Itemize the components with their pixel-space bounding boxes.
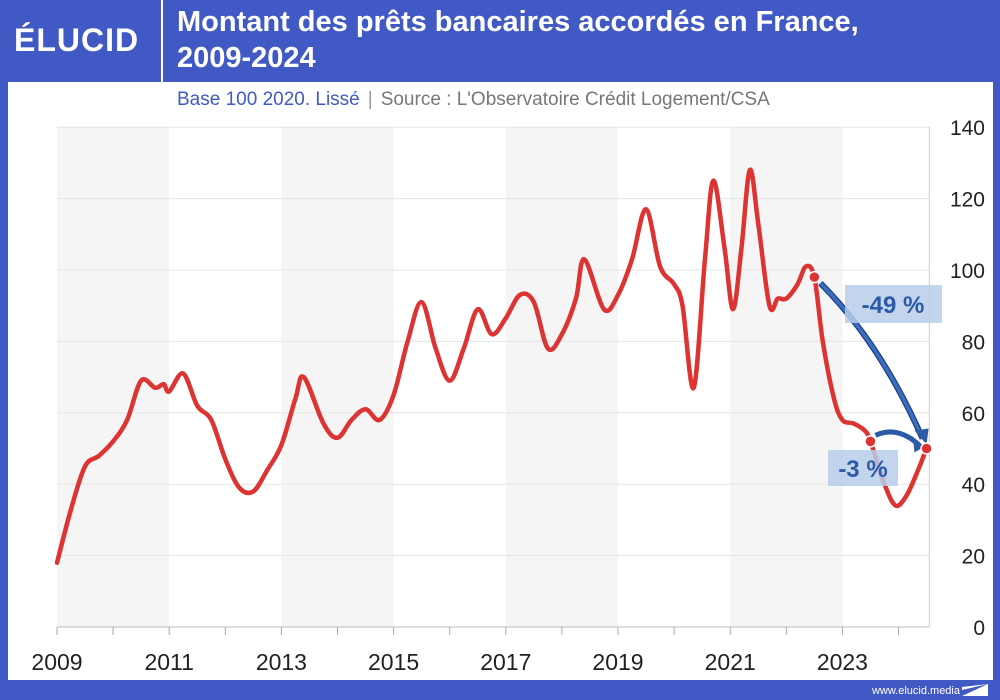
x-tick-label: 2019 bbox=[592, 649, 643, 675]
arrow-49 bbox=[819, 281, 925, 440]
elucid-logo: ÉLUCID bbox=[14, 22, 140, 58]
header-divider bbox=[161, 0, 163, 82]
subtitle-separator: | bbox=[367, 89, 373, 110]
x-tick-label: 2021 bbox=[705, 649, 756, 675]
footer-url[interactable]: www.elucid.media bbox=[871, 685, 960, 697]
x-tick-label: 2009 bbox=[31, 649, 82, 675]
title-line-1: Montant des prêts bancaires accordés en … bbox=[177, 6, 859, 38]
source-text: Source : L'Observatoire Crédit Logement/… bbox=[380, 89, 770, 110]
highlight-point bbox=[808, 270, 821, 284]
year-bands bbox=[57, 127, 843, 627]
year-band bbox=[57, 127, 170, 627]
year-band bbox=[281, 127, 394, 627]
year-band bbox=[505, 127, 618, 627]
x-tick-label: 2013 bbox=[256, 649, 307, 675]
x-tick-label: 2023 bbox=[817, 649, 868, 675]
annotations: -49 % -3 % bbox=[818, 281, 942, 486]
subtitle-base: Base 100 2020. Lissé bbox=[177, 89, 360, 110]
series-line bbox=[54, 167, 929, 565]
chart-title: Montant des prêts bancaires accordés en … bbox=[177, 4, 977, 76]
y-tick-label: 20 bbox=[962, 546, 985, 569]
title-line-2: 2009-2024 bbox=[177, 42, 316, 74]
arrow-3 bbox=[874, 429, 921, 447]
highlight-point bbox=[864, 435, 877, 448]
y-tick-label: 120 bbox=[950, 189, 985, 212]
label-minus-49-box bbox=[845, 285, 942, 323]
y-tick-label: 60 bbox=[962, 403, 985, 426]
year-band bbox=[730, 127, 843, 627]
y-tick-label: 100 bbox=[950, 260, 985, 283]
highlight-points bbox=[808, 270, 933, 455]
arrowhead-49 bbox=[914, 428, 929, 445]
label-minus-49: -49 % bbox=[862, 292, 925, 319]
header-band: ÉLUCID Montant des prêts bancaires accor… bbox=[0, 0, 1000, 82]
label-minus-3-box bbox=[828, 450, 898, 486]
y-tick-label: 0 bbox=[973, 617, 985, 640]
x-tick-label: 2017 bbox=[480, 649, 531, 675]
x-tick-label: 2015 bbox=[368, 649, 419, 675]
axes: 0 20 40 60 80 100 120 140 2009 2011 2013 2015 2017 20… bbox=[31, 117, 985, 675]
x-tick-label: 2011 bbox=[144, 649, 193, 675]
highlight-point bbox=[920, 442, 933, 455]
label-minus-3: -3 % bbox=[838, 456, 887, 483]
y-tick-label: 40 bbox=[962, 474, 985, 497]
subtitle: Base 100 2020. Lissé | Source : L'Observat… bbox=[177, 89, 770, 111]
elucid-mark-icon bbox=[962, 684, 988, 696]
y-tick-label: 80 bbox=[962, 331, 985, 354]
arrowhead-3 bbox=[912, 436, 925, 453]
y-tick-label: 140 bbox=[950, 117, 985, 140]
